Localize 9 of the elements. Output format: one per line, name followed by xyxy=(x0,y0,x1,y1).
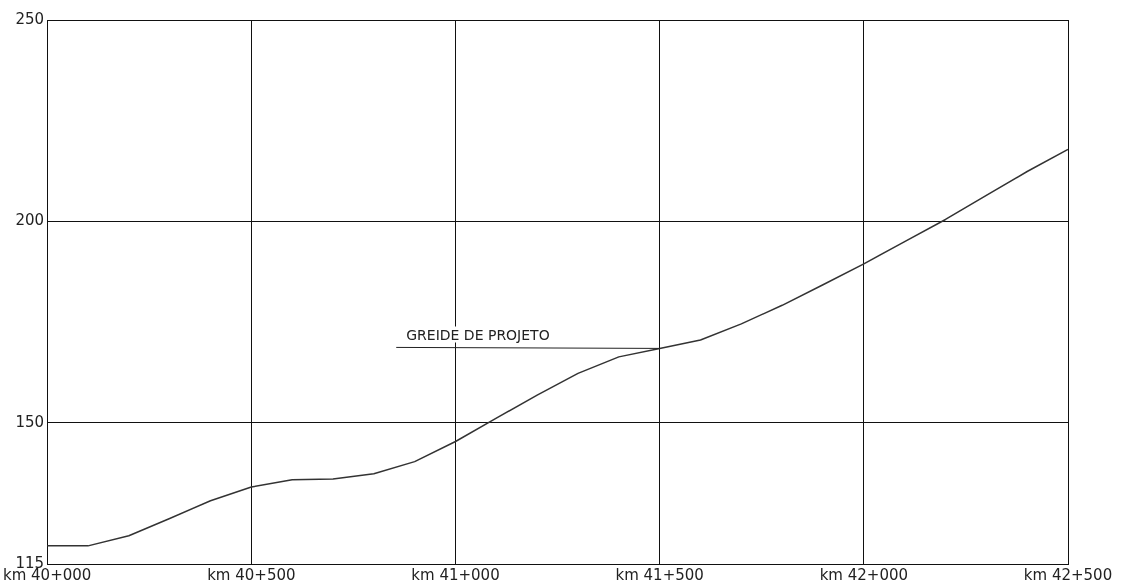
x-tick-label: km 42+000 xyxy=(819,565,909,584)
x-tick-label: km 42+500 xyxy=(1023,565,1113,584)
x-tick-label: km 41+000 xyxy=(411,565,500,584)
annotation: GREIDE DE PROJETO xyxy=(406,327,550,344)
x-tick-label: km 41+500 xyxy=(615,565,704,584)
y-tick-label: 250 xyxy=(15,9,45,28)
y-tick-label: 200 xyxy=(15,211,45,230)
x-tick-label: km 40+500 xyxy=(207,565,296,584)
y-tick-label: 150 xyxy=(15,412,45,431)
